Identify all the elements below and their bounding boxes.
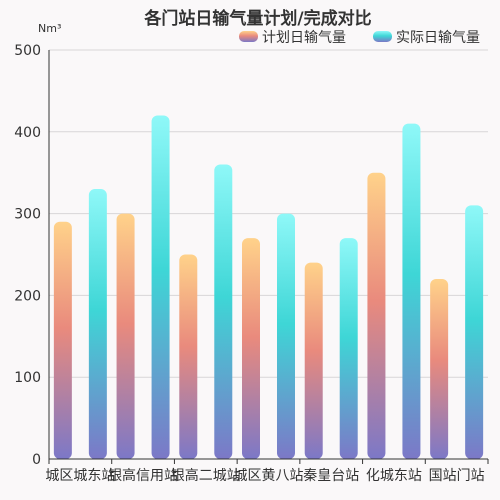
- x-tick-label: 化城东站: [366, 468, 422, 484]
- legend-label: 实际日输气量: [396, 30, 480, 46]
- x-tick-label: 银高信用站: [108, 467, 178, 484]
- legend-swatch: [239, 31, 258, 42]
- y-tick-label: 400: [14, 125, 41, 141]
- bar-actual: [465, 205, 484, 459]
- y-tick-label: 200: [14, 288, 41, 304]
- bar-plan: [430, 279, 449, 459]
- y-tick-label: 0: [32, 452, 41, 468]
- bar-actual: [88, 189, 107, 459]
- bar-plan: [179, 254, 198, 459]
- legend: 计划日输气量 实际日输气量: [239, 30, 480, 46]
- y-tick-label: 300: [14, 207, 41, 223]
- legend-swatch: [373, 31, 392, 42]
- y-tick-label: 500: [14, 43, 41, 59]
- bar-plan: [53, 221, 72, 459]
- y-tick-label: 100: [14, 370, 41, 386]
- bar-actual: [339, 238, 358, 459]
- x-tick-label: 城区城东站: [45, 468, 115, 484]
- x-tick-label: 银高二城站: [171, 467, 241, 484]
- bars: [53, 115, 484, 460]
- bar-plan: [367, 172, 386, 459]
- bar-actual: [402, 123, 421, 460]
- legend-label: 计划日输气量: [262, 30, 346, 46]
- bar-plan: [304, 262, 323, 459]
- chart-title: 各门站日输气量计划/完成对比: [143, 8, 371, 29]
- bar-actual: [151, 115, 170, 459]
- x-tick-label: 秦皇台站: [303, 468, 359, 484]
- x-tick-label: 城区黄八站: [234, 467, 304, 484]
- bar-actual: [214, 164, 233, 459]
- y-axis-unit-label: Nm³: [38, 22, 61, 35]
- bar-actual: [277, 213, 295, 459]
- gridlines: [49, 49, 488, 378]
- bar-plan: [242, 238, 260, 459]
- x-tick-label: 国站门站: [429, 468, 485, 484]
- bar-plan: [116, 213, 135, 459]
